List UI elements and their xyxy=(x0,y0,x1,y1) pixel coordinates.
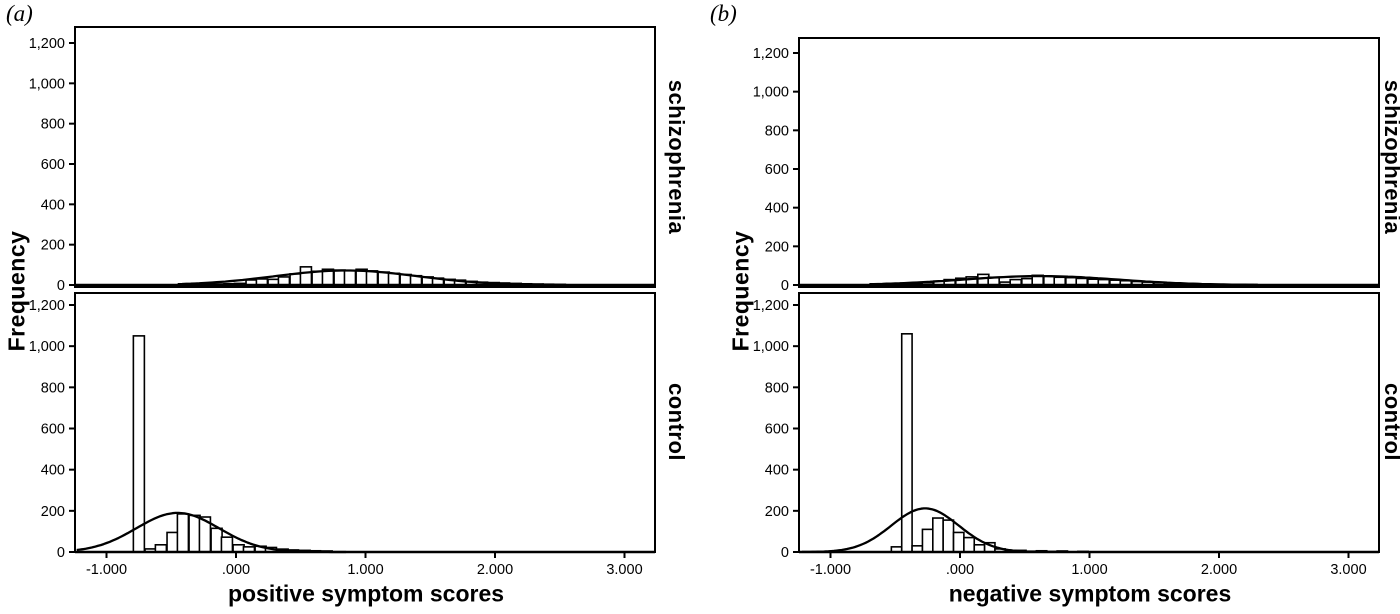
histogram-bar xyxy=(166,531,179,553)
histogram-bar xyxy=(289,273,302,286)
panel-b-x-axis-title: negative symptom scores xyxy=(948,580,1232,607)
histogram-bar xyxy=(210,527,223,553)
normal-curve xyxy=(869,274,1258,286)
histogram-bar xyxy=(299,266,313,286)
facet-frame xyxy=(74,292,656,553)
y-tick-label: 200 xyxy=(41,238,65,254)
normal-curve xyxy=(802,507,1041,554)
histogram-bar xyxy=(977,273,990,286)
y-tick-label: 200 xyxy=(765,504,789,520)
facet-frame xyxy=(798,37,1380,288)
panel-b-facet-label-schizophrenia: schizophrenia xyxy=(1380,79,1400,235)
panel-b-tag: (b) xyxy=(710,1,737,26)
y-tick-label: 0 xyxy=(781,278,789,294)
y-tick-label: 400 xyxy=(765,201,789,217)
histogram-bar xyxy=(963,536,976,553)
y-tick-label: 800 xyxy=(41,117,65,133)
histogram-bar xyxy=(952,531,965,553)
y-tick-label: 800 xyxy=(765,123,789,139)
y-tick-label: 800 xyxy=(765,380,789,396)
panel-b-facet-label-control: control xyxy=(1380,382,1400,462)
panel-a-y-axis-title: Frequency xyxy=(3,230,30,352)
panel-a-facet-label-schizophrenia: schizophrenia xyxy=(664,79,689,235)
y-tick-label: 800 xyxy=(41,380,65,396)
facet-frame xyxy=(74,26,656,288)
x-tick-label: 2.000 xyxy=(477,562,513,578)
y-tick-label: 400 xyxy=(41,463,65,479)
histogram-bar xyxy=(188,514,201,553)
histogram-bar xyxy=(333,269,346,286)
histogram-bar xyxy=(1043,275,1056,286)
histogram-bar xyxy=(900,333,913,553)
histogram-bar xyxy=(132,335,146,553)
y-tick-label: 1,000 xyxy=(29,339,65,355)
histogram-bar xyxy=(377,271,390,286)
y-tick-label: 1,200 xyxy=(29,298,65,314)
histogram-bar xyxy=(365,270,379,286)
panel-a-x-axis-title: positive symptom scores xyxy=(227,580,505,607)
y-tick-label: 400 xyxy=(765,463,789,479)
x-tick-label: 1.000 xyxy=(347,562,383,578)
histogram-bar xyxy=(942,519,955,553)
y-tick-label: 600 xyxy=(41,422,65,438)
histogram-bar xyxy=(387,272,401,286)
histogram-bar xyxy=(311,270,324,286)
x-tick-label: -1.000 xyxy=(810,562,851,578)
histogram-bar xyxy=(932,517,944,553)
normal-curve xyxy=(177,269,567,287)
normal-curve xyxy=(76,511,347,554)
x-tick-label: 3.000 xyxy=(606,562,642,578)
y-tick-label: 1,200 xyxy=(29,36,65,52)
y-tick-label: 1,200 xyxy=(753,298,789,314)
histogram-bar xyxy=(343,269,357,286)
y-tick-label: 1,000 xyxy=(753,85,789,101)
y-tick-label: 1,000 xyxy=(753,339,789,355)
y-tick-label: 1,000 xyxy=(29,76,65,92)
y-tick-label: 1,200 xyxy=(753,46,789,62)
histogram-bar xyxy=(921,528,934,553)
panel-a-tag: (a) xyxy=(6,1,33,26)
y-tick-label: 600 xyxy=(41,157,65,173)
y-tick-label: 600 xyxy=(765,422,789,438)
y-tick-label: 400 xyxy=(41,197,65,213)
x-tick-label: .000 xyxy=(946,562,974,578)
y-tick-label: 200 xyxy=(765,239,789,255)
x-tick-label: 2.000 xyxy=(1201,562,1237,578)
histogram-bar xyxy=(220,536,234,553)
x-tick-label: .000 xyxy=(222,562,250,578)
panel-a-facet-label-control: control xyxy=(664,382,689,462)
y-tick-label: 200 xyxy=(41,504,65,520)
y-tick-label: 0 xyxy=(781,545,789,561)
x-tick-label: -1.000 xyxy=(86,562,127,578)
x-tick-label: 1.000 xyxy=(1071,562,1107,578)
y-tick-label: 0 xyxy=(57,278,65,294)
facet-frame xyxy=(798,292,1380,553)
x-tick-label: 3.000 xyxy=(1330,562,1366,578)
y-tick-label: 600 xyxy=(765,162,789,178)
panel-b-y-axis-title: Frequency xyxy=(727,230,754,352)
y-tick-label: 0 xyxy=(57,545,65,561)
histogram-bar xyxy=(176,513,190,553)
